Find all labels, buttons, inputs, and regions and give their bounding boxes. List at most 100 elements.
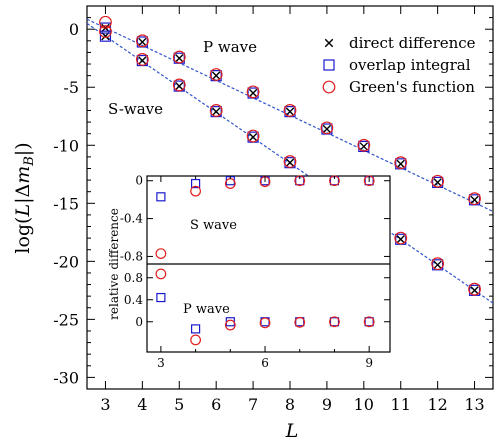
data-point-circle-s-wave [135, 52, 149, 66]
inset-point-circle [190, 334, 202, 346]
x-tick-label: 8 [285, 395, 295, 414]
p-wave-annotation: P wave [203, 38, 257, 56]
inset-point-circle [363, 316, 375, 328]
data-point-circle-s-wave [246, 129, 260, 143]
data-point-x-s-wave [433, 260, 442, 270]
data-point-circle-s-wave [468, 282, 481, 296]
main-plot: 3 4 5 6 7 8 9 10 11 12 13 0 -5 -10 -15 -20 -25 -30 log(L|Δ… [12, 5, 494, 414]
legend-label-direct-difference: direct difference [349, 34, 476, 52]
data-point-x-p-wave [248, 88, 258, 98]
data-point-x-p-wave [285, 107, 295, 116]
data-point-circle-p-wave [246, 85, 260, 99]
data-point-circle-p-wave [320, 121, 334, 135]
inset-point-circle [224, 319, 236, 331]
data-point-x-p-wave [138, 37, 147, 47]
data-point-circle-p-wave [431, 174, 445, 188]
legend-marker-square [323, 59, 335, 71]
x-tick-label: 12 [427, 395, 447, 414]
y-tick-label: -30 [53, 368, 79, 387]
data-point-x-s-wave [138, 56, 147, 65]
y-tick-label: -25 [53, 310, 79, 329]
inset-point-square [191, 324, 201, 334]
x-tick-label: 7 [248, 395, 258, 414]
x-tick-label: 10 [354, 395, 374, 414]
data-point-x-s-wave [101, 31, 110, 41]
data-point-circle-s-wave [431, 257, 445, 271]
y-axis-label: log(L|ΔmB|) [12, 142, 37, 253]
data-point-circle-p-wave [283, 104, 297, 117]
data-point-x-p-wave [175, 53, 184, 63]
inset-x-tick-label: 9 [365, 356, 373, 370]
data-point-circle-p-wave [99, 15, 112, 29]
x-tick-label: 5 [174, 395, 184, 414]
y-tick-label: -5 [63, 78, 79, 97]
inset-y-tick-label: 0 [135, 174, 143, 188]
x-tick-label: 9 [322, 395, 332, 414]
inset-y-tick-label: -0.4 [120, 212, 144, 226]
inset-point-circle [329, 175, 340, 187]
inset-point-circle [329, 316, 340, 328]
inset-x-tick-label: 6 [261, 356, 269, 370]
data-point-circle-s-wave [283, 155, 297, 168]
inset-point-square [364, 317, 374, 327]
inset-point-circle [294, 316, 306, 328]
data-point-circle-p-wave [357, 138, 371, 152]
data-point-circle-p-wave [172, 50, 186, 64]
inset-point-circle [190, 185, 202, 197]
data-point-x-p-wave [322, 124, 332, 134]
data-point-x-p-wave [211, 71, 221, 80]
inset-point-square [156, 292, 166, 303]
x-tick-label: 4 [137, 395, 147, 414]
data-point-circle-s-wave [209, 104, 223, 117]
y-tick-label: -15 [53, 194, 79, 213]
data-point-x-s-wave [285, 158, 295, 167]
data-point-x-p-wave [433, 178, 442, 187]
legend-label-overlap-integral: overlap integral [349, 56, 471, 74]
y-tick-label: -10 [53, 136, 79, 155]
labels-layer: L P wave S-wave direct difference overla… [108, 34, 476, 442]
data-point-x-s-wave [175, 81, 184, 91]
data-point-circle-p-wave [209, 68, 223, 81]
legend-marker-circle [322, 80, 336, 94]
y-tick-label: 0 [69, 20, 79, 39]
inset-point-circle [294, 175, 306, 187]
data-point-circle-p-wave [468, 192, 481, 206]
data-point-circle-s-wave [394, 231, 408, 245]
x-tick-label: 11 [391, 395, 411, 414]
s-wave-annotation: S-wave [108, 100, 163, 118]
x-tick-label: 13 [464, 395, 484, 414]
data-point-x-s-wave [396, 235, 405, 244]
data-point-x-s-wave [211, 107, 221, 116]
y-tick-label: -20 [53, 252, 79, 271]
inset-point-circle [363, 175, 375, 187]
inset-point-square [191, 178, 201, 189]
inset-point-circle [155, 248, 167, 259]
data-point-circle-p-wave [394, 156, 408, 170]
inset-y-tick-label: 0.4 [124, 293, 143, 307]
inset-y-tick-label: 0 [135, 315, 143, 329]
inset-point-circle [155, 268, 167, 280]
inset-y-tick-label: 0.8 [124, 271, 143, 285]
data-point-circle-p-wave [135, 34, 149, 48]
data-point-circle-s-wave [99, 25, 112, 38]
inset-x-tick-label: 3 [157, 356, 165, 370]
x-axis-label: L [285, 420, 299, 442]
data-point-x-p-wave [470, 195, 479, 205]
data-point-circle-s-wave [172, 78, 186, 92]
legend-marker-x [324, 38, 334, 48]
x-tick-label: 3 [100, 395, 110, 414]
inset-y-axis-label: relative difference [107, 208, 121, 320]
data-point-x-s-wave [248, 132, 258, 142]
inset-p-wave-label: P wave [183, 302, 230, 317]
data-point-x-p-wave [396, 159, 405, 169]
inset-point-square [156, 192, 166, 202]
legend-label-greens-function: Green's function [349, 78, 475, 96]
data-point-x-p-wave [359, 142, 369, 151]
data-point-square-s-wave [99, 30, 112, 42]
inset-y-tick-label: -0.8 [120, 249, 143, 263]
inset-s-wave-label: S wave [190, 218, 237, 233]
inset-plot: 0 -0.4 -0.8 0.8 0.4 0 3 6 9 relative difference [107, 174, 391, 370]
data-point-x-s-wave [470, 286, 479, 295]
x-tick-label: 6 [211, 395, 221, 414]
